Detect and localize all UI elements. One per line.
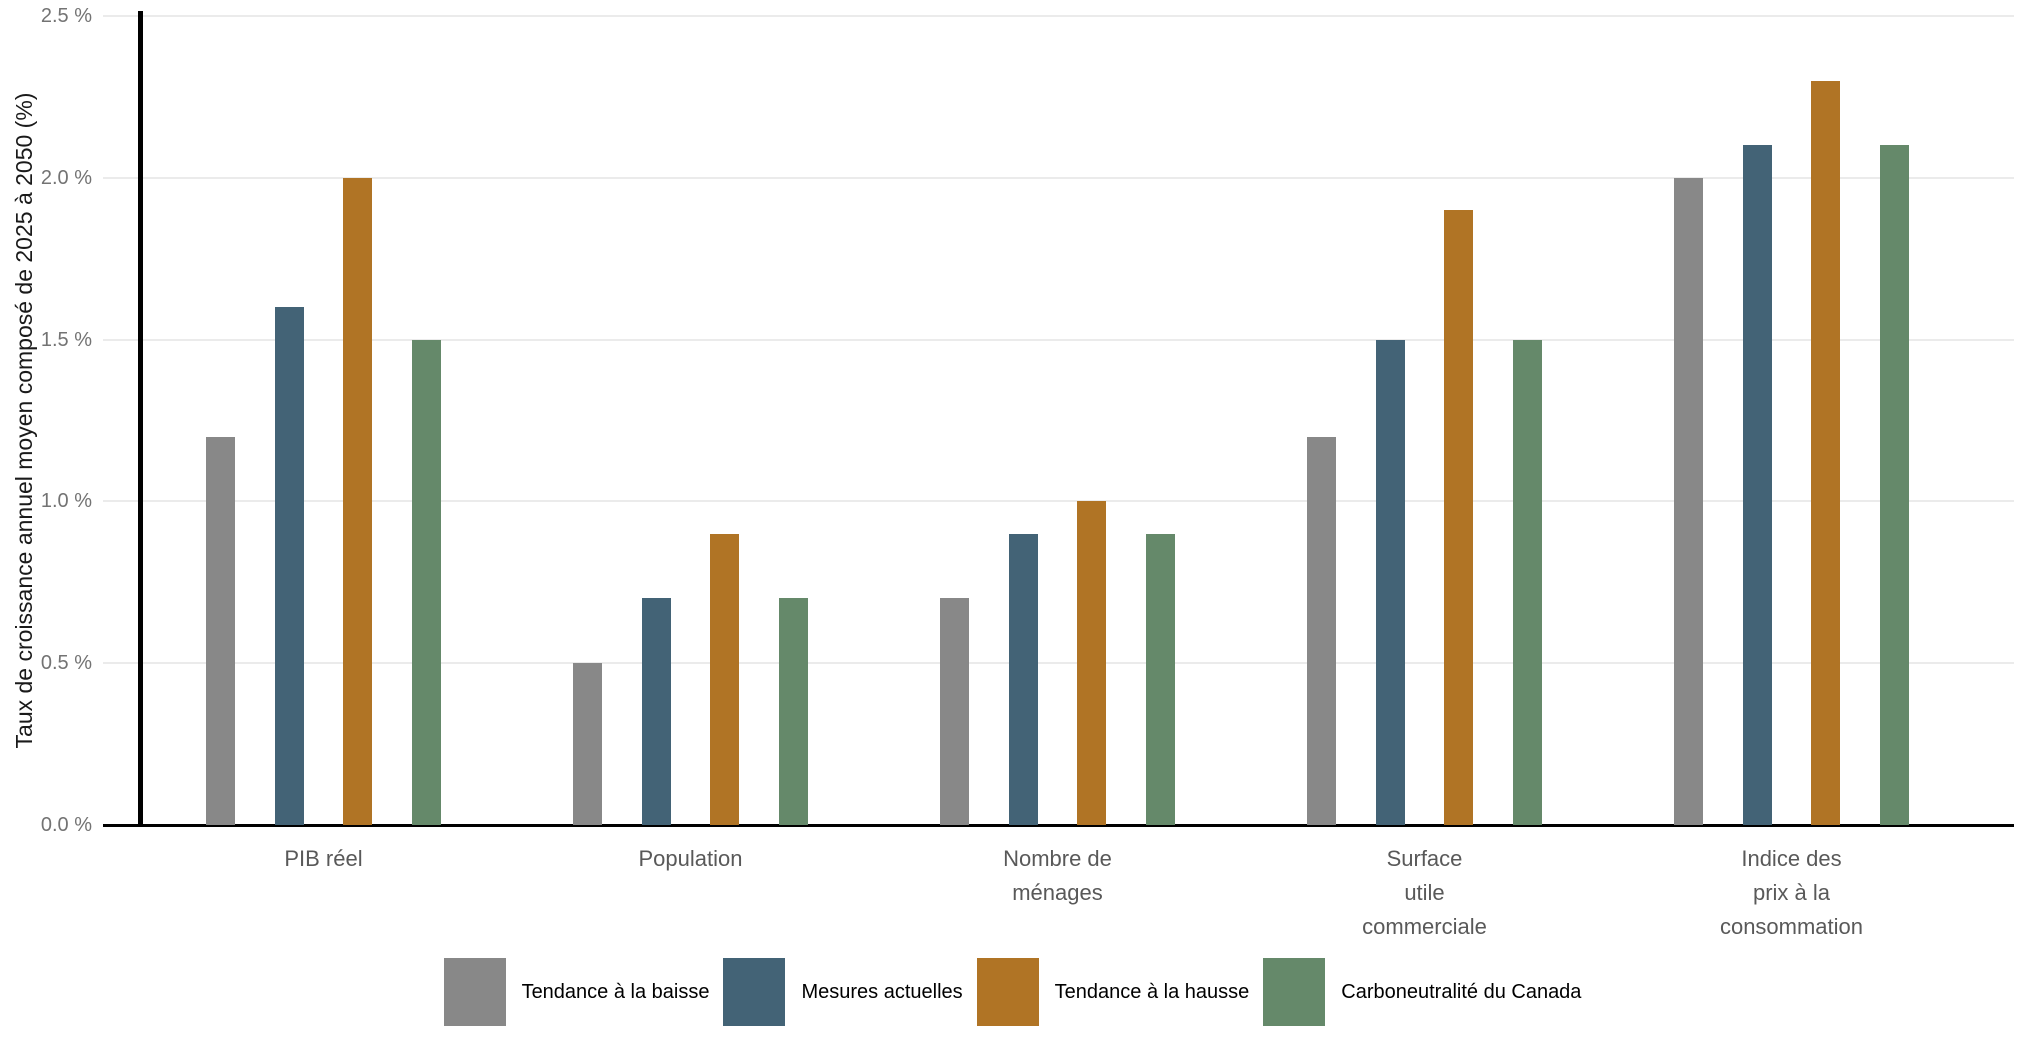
x-axis-label-line: commerciale [1362,914,1487,939]
legend-label: Carboneutralité du Canada [1341,980,1582,1003]
bar-4-5 [1880,145,1910,825]
legend-item: Mesures actuelles [723,958,963,1026]
bar-3-4 [1444,210,1474,825]
y-tick-label: 1.5 % [40,328,92,351]
y-axis-line [138,11,143,826]
bar-4-1 [412,339,442,825]
legend-color-swatch [976,958,1039,1026]
legend-item: Tendance à la baisse [443,958,710,1026]
bar-2-4 [1375,339,1405,825]
x-axis-category-label: PIB réel [164,842,484,876]
x-axis-label-line: Surface [1386,846,1463,871]
x-axis-category-label: Indice des prix à la consommation [1632,842,1952,944]
x-axis-category-label: Nombre de ménages [898,842,1218,910]
x-axis-line [103,824,2014,827]
bar-3-3 [1077,501,1107,825]
gridline-0.5% [103,662,2014,665]
bar-1-5 [1673,177,1703,825]
bar-1-1 [205,436,235,825]
bar-4-3 [1146,533,1176,825]
legend-color-swatch [723,958,786,1026]
x-axis-label-line: PIB réel [284,846,363,871]
bar-2-3 [1008,533,1038,825]
legend-label: Mesures actuelles [801,980,963,1003]
bar-4-4 [1513,339,1543,825]
legend-label: Tendance à la hausse [1054,980,1250,1003]
x-axis-label-line: Population [638,846,743,871]
x-axis-label-line: ménages [1012,880,1103,905]
bar-1-4 [1306,436,1336,825]
y-tick-label: 1.0 % [40,490,92,513]
x-axis-label-line: prix à la [1752,880,1831,905]
chart-legend: Tendance à la baisse Mesures actuelles Ten… [0,952,2025,1032]
x-axis-label-line: consommation [1719,914,1864,939]
bar-4-2 [779,598,809,825]
x-axis-label-line: Indice des [1741,846,1842,871]
bar-1-3 [939,598,969,825]
bar-3-2 [710,533,740,825]
legend-label: Tendance à la baisse [521,980,710,1003]
legend-item: Carboneutralité du Canada [1263,958,1581,1026]
gridline-2.0% [103,176,2014,179]
bar-2-5 [1742,145,1772,825]
legend-color-swatch [443,958,506,1026]
gridline-2.5% [103,15,2014,17]
y-tick-label: 2.5 % [40,5,92,27]
y-axis-title: Taux de croissance annuel moyen composé … [11,92,37,749]
x-axis-label-line: Nombre de [1003,846,1112,871]
bar-1-2 [572,663,602,825]
legend-item: Tendance à la hausse [976,958,1250,1026]
x-axis-category-label: Population [531,842,851,876]
legend-color-swatch [1263,958,1326,1026]
gridline-1.5% [103,338,2014,341]
y-tick-label: 2.0 % [40,166,92,189]
bar-3-5 [1811,80,1841,825]
gridline-1.0% [103,500,2014,503]
bar-2-1 [274,307,304,825]
x-axis-category-label: Surface utile commerciale [1265,842,1585,944]
bar-2-2 [641,598,671,825]
y-tick-label: 0.0 % [40,814,92,836]
y-tick-label: 0.5 % [40,652,92,675]
bar-3-1 [343,177,373,825]
x-axis-label-line: utile [1404,880,1445,905]
